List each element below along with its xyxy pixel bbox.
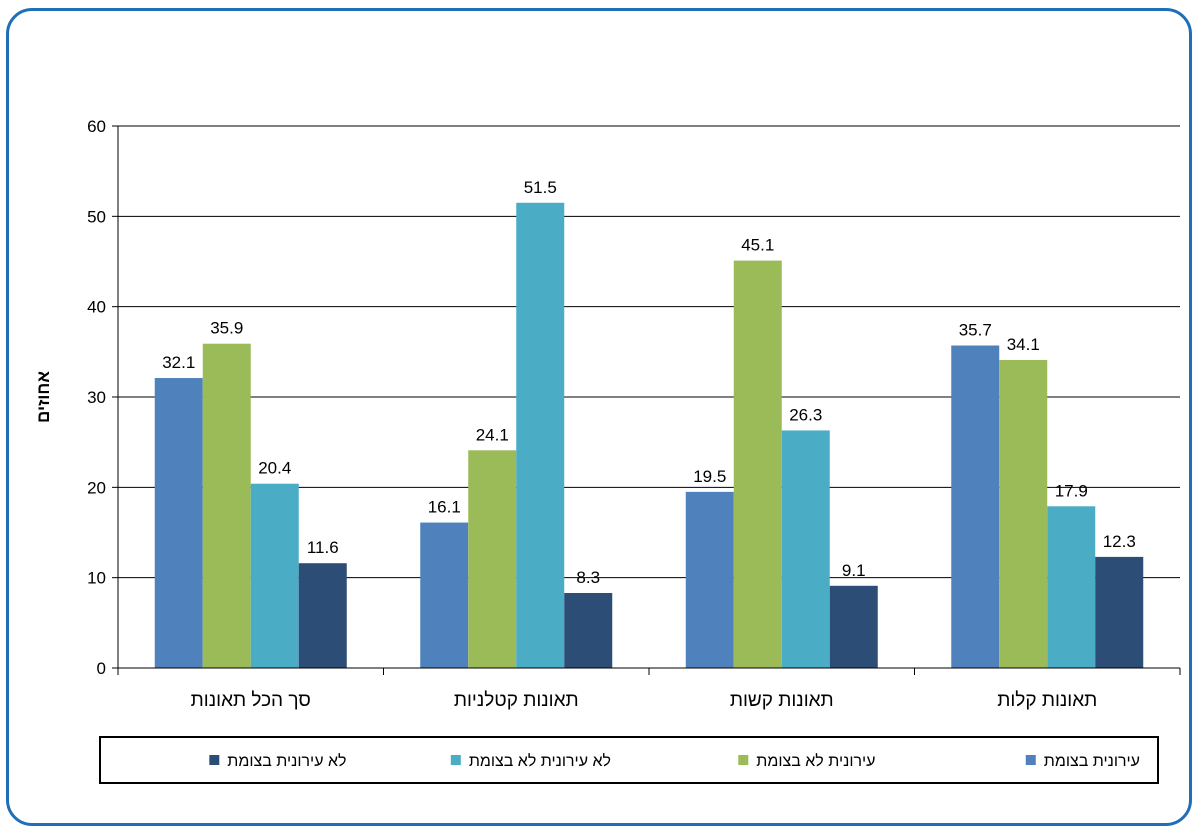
data-label: 20.4 [258,459,291,478]
legend-box [99,736,1159,784]
data-label: 32.1 [162,353,195,372]
data-label: 16.1 [428,498,461,517]
data-label: 19.5 [693,467,726,486]
data-label: 35.9 [210,319,243,338]
data-labels: 32.1 35.9 20.4 11.6 16.1 24.1 51.5 8.3 19.5 45.1 2… [162,178,1136,587]
y-tick-label: 20 [87,478,106,497]
data-label: 11.6 [307,538,339,557]
data-label: 51.5 [524,178,557,197]
category-label: סך הכל תאונות [191,690,311,711]
legend-swatch [738,755,749,765]
legend: עירונית בצומת עירונית לא בצומת לא עירונית … [99,736,1159,784]
y-tick-label: 50 [87,207,106,226]
legend-label: עירונית לא בצומת [756,752,875,770]
y-tick-label: 60 [87,117,106,136]
bar [564,593,613,668]
bar [420,522,469,668]
data-label: 45.1 [741,236,774,255]
bar [1047,506,1096,668]
bar [298,563,347,668]
data-label: 26.3 [789,405,822,424]
bar [999,359,1048,668]
bar [154,378,203,668]
bar [250,483,299,668]
data-label: 12.3 [1103,532,1136,551]
y-tick-label: 10 [87,569,106,588]
y-axis-title: אחוזים [34,371,53,423]
bars [154,202,1144,669]
y-tick-label: 30 [87,388,106,407]
data-label: 24.1 [476,425,509,444]
bar [202,343,251,668]
bar [781,430,830,668]
bar [516,202,565,669]
legend-swatch [209,755,220,765]
legend-label: לא עירונית לא בצומת [469,752,611,770]
bar [685,491,734,668]
data-label: 34.1 [1007,335,1040,354]
bar [468,450,517,668]
bar [951,345,1000,668]
axes: 0 10 20 30 40 50 60 אחוזים סך הכל תאונות תאונות ק… [34,117,1181,711]
legend-swatch [450,755,461,765]
bar [1095,556,1144,668]
legend-swatch [1025,755,1036,765]
data-label: 35.7 [959,321,992,340]
data-label: 8.3 [576,568,600,587]
category-label: תאונות קלות [997,690,1097,711]
bar [733,260,782,668]
y-tick-label: 0 [97,659,106,678]
legend-label: לא עירונית בצומת [227,752,346,770]
bar [829,585,878,668]
data-label: 17.9 [1055,481,1088,500]
y-tick-label: 40 [87,298,106,317]
legend-label: עירונית בצומת [1044,753,1140,770]
category-label: תאונות קשות [730,690,834,711]
category-label: תאונות קטלניות [454,690,579,711]
data-label: 9.1 [842,561,866,580]
